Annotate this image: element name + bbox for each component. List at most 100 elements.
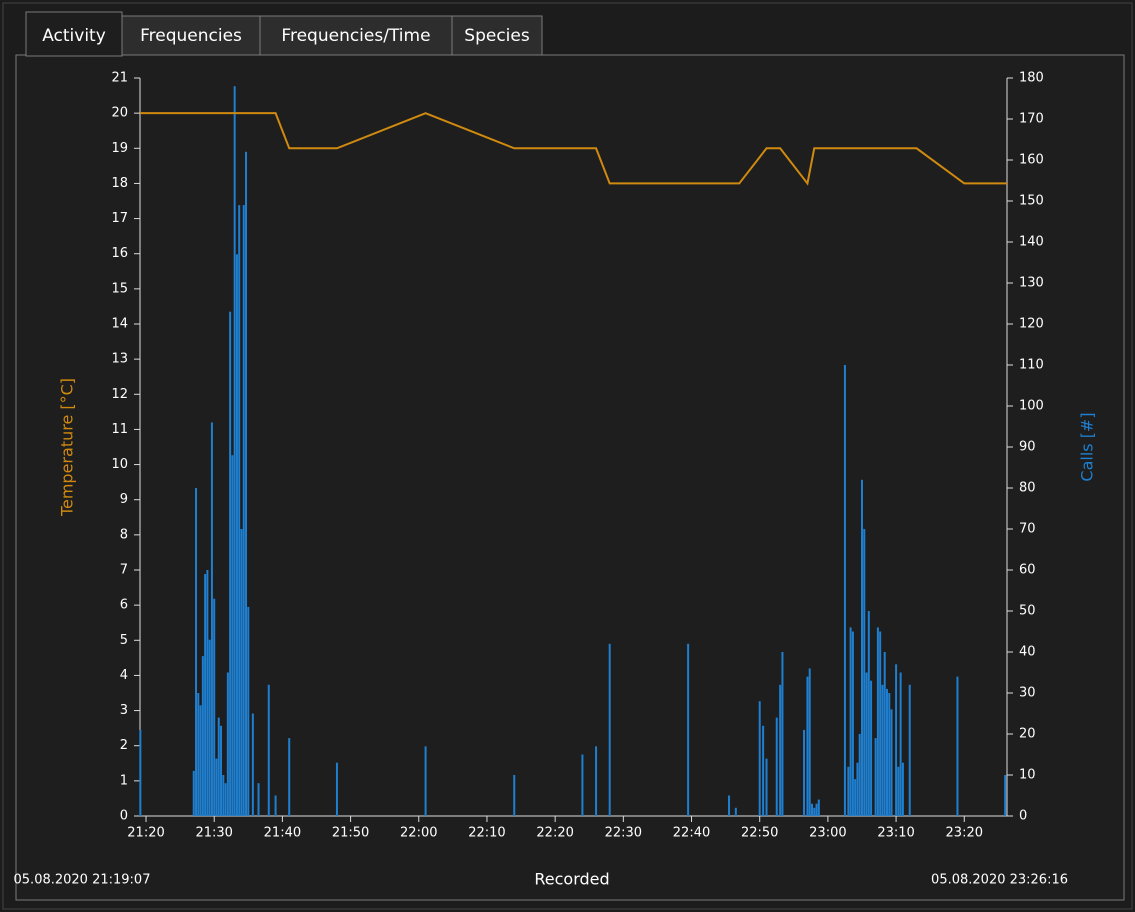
bar bbox=[885, 688, 888, 816]
x-tick-label: 22:40 bbox=[673, 826, 710, 841]
bar bbox=[251, 713, 254, 816]
bar bbox=[513, 775, 516, 816]
bar bbox=[220, 725, 223, 816]
bar bbox=[856, 762, 859, 816]
bar bbox=[231, 455, 234, 816]
bar bbox=[758, 701, 761, 816]
y-tick-label: 13 bbox=[111, 352, 128, 367]
y2-tick-label: 70 bbox=[1019, 522, 1036, 537]
bar bbox=[883, 652, 886, 816]
tab-label[interactable]: Activity bbox=[42, 26, 106, 46]
x-tick-label: 22:10 bbox=[468, 826, 505, 841]
bar bbox=[899, 672, 902, 816]
bar bbox=[687, 643, 690, 816]
x-tick-label: 22:00 bbox=[400, 826, 437, 841]
bar bbox=[775, 717, 778, 816]
temperature-line bbox=[140, 112, 1007, 186]
x-tick-label: 21:20 bbox=[127, 826, 164, 841]
bar bbox=[247, 606, 250, 816]
x-tick-label: 22:30 bbox=[605, 826, 642, 841]
bar bbox=[849, 627, 852, 816]
tab-label[interactable]: Frequencies/Time bbox=[281, 26, 430, 46]
y-tick-label: 2 bbox=[120, 738, 128, 753]
bar bbox=[245, 151, 248, 817]
bar bbox=[908, 684, 911, 816]
y-tick-label: 15 bbox=[111, 281, 128, 296]
y2-tick-label: 30 bbox=[1019, 686, 1036, 701]
bar bbox=[424, 746, 427, 816]
y-tick-label: 18 bbox=[111, 176, 128, 191]
tab-label[interactable]: Frequencies bbox=[140, 26, 242, 46]
y-tick-label: 12 bbox=[111, 387, 128, 402]
x-tick-label: 21:30 bbox=[195, 826, 232, 841]
bar bbox=[608, 643, 611, 816]
y2-tick-label: 90 bbox=[1019, 440, 1036, 455]
bar bbox=[779, 684, 782, 816]
y-tick-label: 19 bbox=[111, 141, 128, 156]
bar bbox=[895, 664, 898, 816]
bar bbox=[762, 725, 765, 816]
tab[interactable] bbox=[451, 15, 543, 56]
y-tick-label: 17 bbox=[111, 211, 128, 226]
y-tick-label: 3 bbox=[120, 703, 128, 718]
y2-tick-label: 100 bbox=[1019, 399, 1044, 414]
tab-label[interactable]: Species bbox=[464, 26, 530, 46]
bar bbox=[288, 738, 291, 816]
y-tick-label: 14 bbox=[111, 317, 128, 332]
x-axis-label: Recorded bbox=[534, 870, 609, 889]
bar bbox=[881, 684, 884, 816]
x-end-label: 05.08.2020 23:26:16 bbox=[931, 873, 1068, 888]
bar bbox=[235, 254, 238, 817]
x-tick-label: 23:20 bbox=[946, 826, 983, 841]
bar bbox=[257, 783, 260, 816]
y2-tick-label: 10 bbox=[1019, 768, 1036, 783]
bar bbox=[224, 783, 227, 816]
bar bbox=[728, 795, 731, 816]
x-tick-label: 23:00 bbox=[809, 826, 846, 841]
bar bbox=[860, 479, 863, 816]
bar bbox=[240, 529, 243, 816]
y2-tick-label: 180 bbox=[1019, 71, 1044, 86]
bar bbox=[734, 807, 737, 816]
bar bbox=[229, 311, 232, 816]
x-tick-label: 22:20 bbox=[536, 826, 573, 841]
y-tick-label: 0 bbox=[120, 809, 128, 824]
bar bbox=[242, 205, 245, 817]
bar bbox=[335, 762, 338, 816]
y-tick-label: 20 bbox=[111, 106, 128, 121]
tab[interactable] bbox=[25, 11, 123, 57]
y-tick-label: 16 bbox=[111, 246, 128, 261]
bar bbox=[204, 574, 207, 816]
bar bbox=[201, 656, 204, 816]
bar bbox=[806, 676, 809, 816]
y-tick-label: 21 bbox=[111, 71, 128, 86]
y2-tick-label: 150 bbox=[1019, 194, 1044, 209]
bar bbox=[901, 762, 904, 816]
y2-tick-label: 80 bbox=[1019, 481, 1036, 496]
bar bbox=[192, 770, 195, 816]
bar bbox=[199, 705, 202, 816]
bar bbox=[206, 570, 209, 816]
y2-tick-label: 160 bbox=[1019, 153, 1044, 168]
y-tick-label: 5 bbox=[120, 633, 128, 648]
bar bbox=[274, 795, 277, 816]
bar bbox=[226, 672, 229, 816]
bar bbox=[863, 529, 866, 816]
bar bbox=[197, 693, 200, 816]
y-tick-label: 11 bbox=[111, 422, 128, 437]
y2-tick-label: 120 bbox=[1019, 317, 1044, 332]
bar bbox=[888, 693, 891, 816]
x-tick-label: 21:40 bbox=[264, 826, 301, 841]
bar bbox=[890, 709, 893, 816]
bar bbox=[874, 738, 877, 816]
y2-tick-label: 110 bbox=[1019, 358, 1044, 373]
y-axis-label: Temperature [°C] bbox=[58, 378, 77, 517]
y-tick-label: 9 bbox=[120, 492, 128, 507]
bar bbox=[867, 611, 870, 816]
y2-tick-label: 130 bbox=[1019, 276, 1044, 291]
tab[interactable] bbox=[259, 15, 453, 56]
y-tick-label: 1 bbox=[120, 773, 128, 788]
y-tick-label: 10 bbox=[111, 457, 128, 472]
bar bbox=[815, 803, 818, 816]
